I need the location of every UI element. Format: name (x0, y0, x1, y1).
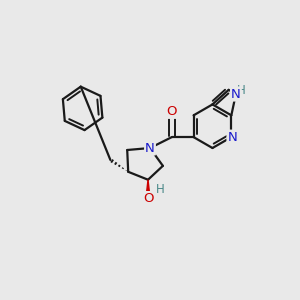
Text: N: N (231, 88, 241, 100)
Text: N: N (227, 130, 237, 144)
Text: O: O (143, 192, 153, 205)
Text: N: N (145, 142, 155, 154)
Text: H: H (236, 83, 245, 97)
Text: H: H (155, 183, 164, 196)
Polygon shape (146, 180, 150, 198)
Text: O: O (167, 105, 177, 118)
